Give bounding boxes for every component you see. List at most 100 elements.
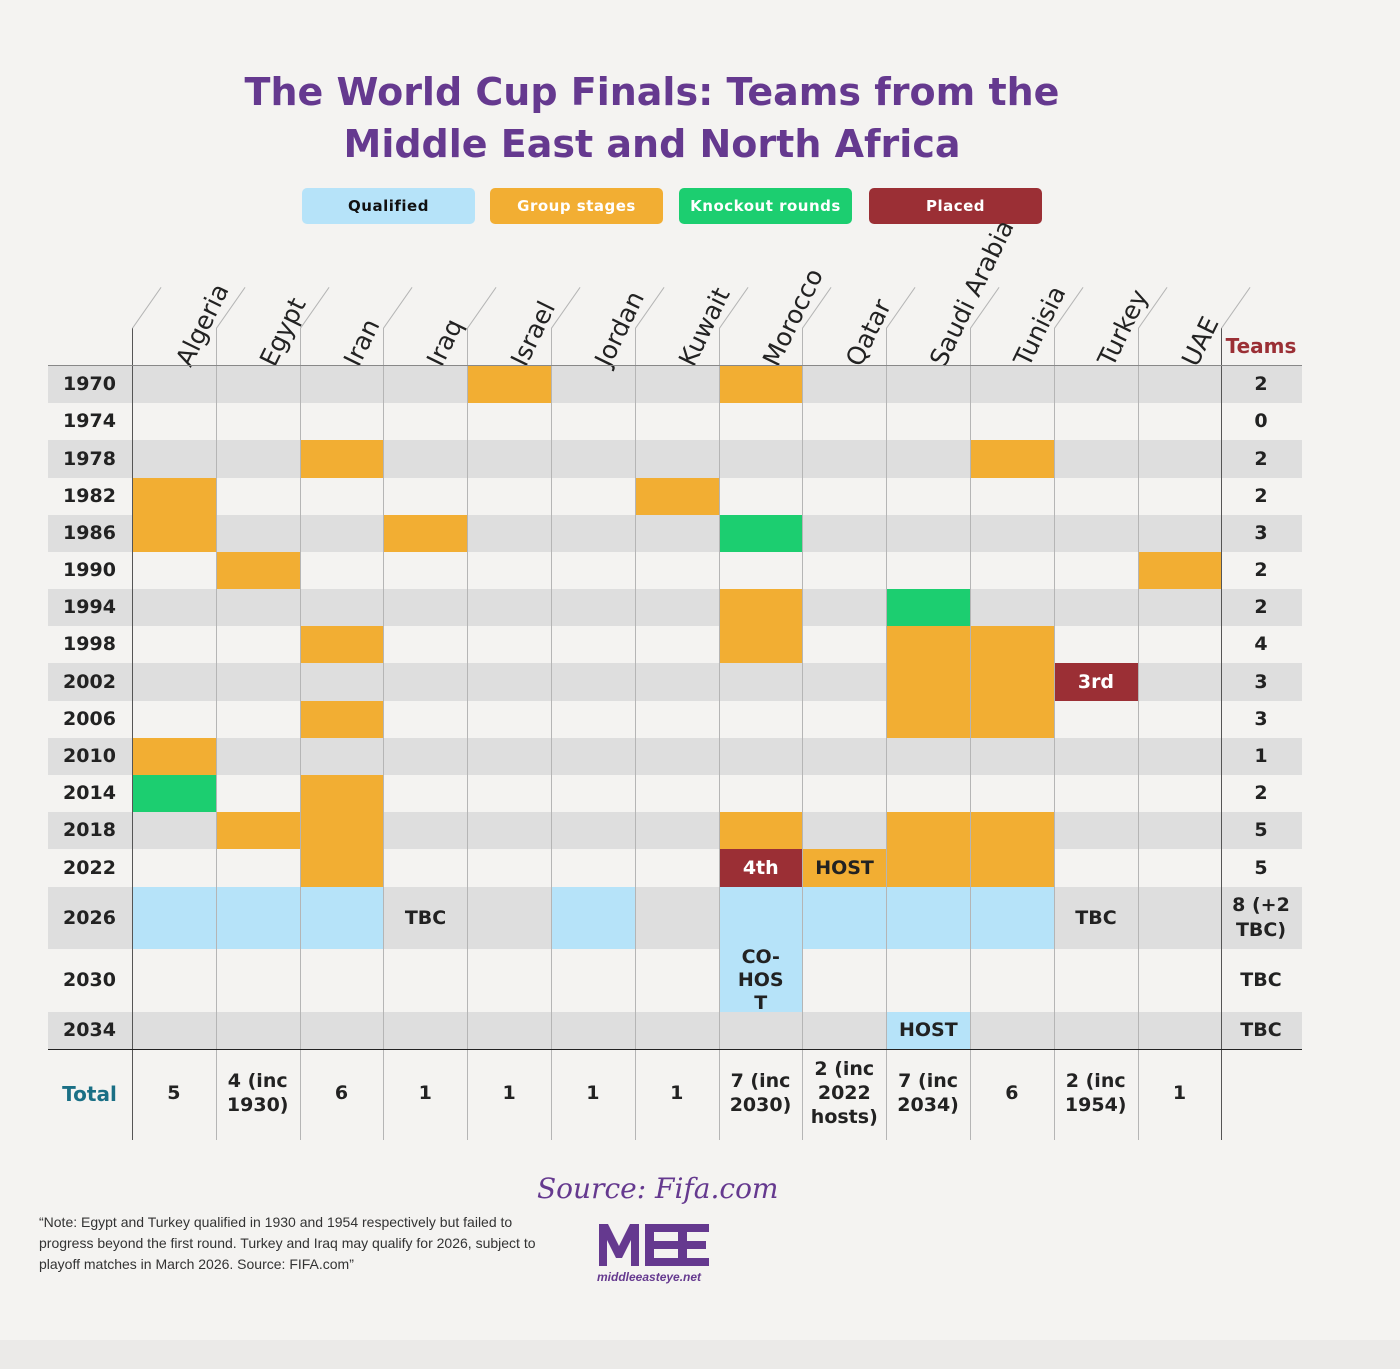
teams-count-2018: 5 <box>1254 819 1268 842</box>
year-label-1978: 1978 <box>63 448 116 470</box>
row-band-2034 <box>48 1012 1302 1049</box>
teams-count-2014: 2 <box>1254 782 1268 805</box>
cell-2030-morocco: CO-HOST <box>718 946 803 1014</box>
cell-2018-iran <box>299 812 384 849</box>
cell-2026-morocco <box>718 887 803 949</box>
teams-count-1974: 0 <box>1254 410 1268 433</box>
teams-count-2034: TBC <box>1240 1019 1282 1042</box>
total-jordan: 1 <box>586 1082 600 1105</box>
title-line-1: The World Cup Finals: Teams from the <box>244 70 1060 114</box>
column-divider <box>300 328 301 1140</box>
column-divider <box>383 328 384 1140</box>
row-band-2006 <box>48 701 1302 738</box>
row-band-1978 <box>48 440 1302 478</box>
column-header-algeria: Algeria <box>170 279 235 371</box>
title-line-2: Middle East and North Africa <box>343 122 961 166</box>
footnote: “Note: Egypt and Turkey qualified in 193… <box>39 1214 536 1272</box>
teams-count-1986: 3 <box>1254 522 1268 545</box>
row-band-2010 <box>48 738 1302 775</box>
total-algeria: 5 <box>167 1082 181 1105</box>
row-band-1986 <box>48 515 1302 552</box>
year-label-2022: 2022 <box>63 857 116 879</box>
row-band-2030 <box>48 949 1302 1012</box>
cell-2026-saudi-arabia <box>886 887 971 949</box>
cell-2002-saudi-arabia <box>886 663 971 701</box>
column-header-qatar: Qatar <box>840 294 897 371</box>
cell-2026-jordan <box>551 887 636 949</box>
year-label-1982: 1982 <box>63 485 116 507</box>
cell-2010-algeria <box>132 738 217 775</box>
year-label-2006: 2006 <box>63 708 116 730</box>
cell-2022-saudi-arabia <box>886 849 971 887</box>
cell-1994-saudi-arabia <box>886 589 971 626</box>
cell-2014-iran <box>299 775 384 812</box>
year-label-2002: 2002 <box>63 671 116 693</box>
teams-header: Teams <box>1225 334 1297 358</box>
cell-2002-tunisia <box>970 663 1055 701</box>
column-header-morocco: Morocco <box>757 263 829 371</box>
cell-2018-saudi-arabia <box>886 812 971 849</box>
year-label-2018: 2018 <box>63 819 116 841</box>
cell-2022-morocco: 4th <box>718 849 803 887</box>
cell-1990-uae <box>1137 552 1222 589</box>
teams-count-1994: 2 <box>1254 596 1268 619</box>
total-morocco: 7 (inc 2030) <box>729 1070 792 1116</box>
teams-count-1998: 4 <box>1254 633 1268 656</box>
total-uae: 1 <box>1172 1082 1187 1105</box>
header-divider <box>383 287 413 329</box>
total-kuwait: 1 <box>670 1082 684 1105</box>
cell-1986-algeria <box>132 515 217 552</box>
legend-knockout-rounds: Knockout rounds <box>679 188 852 224</box>
total-egypt: 4 (inc 1930) <box>226 1070 289 1116</box>
teams-count-2002: 3 <box>1254 670 1268 693</box>
year-label-2034: 2034 <box>63 1019 116 1041</box>
cell-1982-kuwait <box>634 478 720 515</box>
cell-1970-israel <box>467 366 552 403</box>
teams-count-2010: 1 <box>1254 745 1268 768</box>
legend-group-stages: Group stages <box>490 188 663 224</box>
cell-2026-iran <box>299 887 384 949</box>
column-divider <box>635 328 636 1140</box>
column-divider <box>551 328 552 1140</box>
row-band-2014 <box>48 775 1302 812</box>
teams-count-2026: 8 (+2 TBC) <box>1232 894 1290 941</box>
row-band-1998 <box>48 626 1302 663</box>
chart-title: The World Cup Finals: Teams from the Mid… <box>0 66 1304 170</box>
cell-2002-turkey: 3rd <box>1053 663 1139 701</box>
year-label-2014: 2014 <box>63 782 116 804</box>
year-label-1974: 1974 <box>63 410 116 432</box>
year-label-1970: 1970 <box>63 373 116 395</box>
row-band-1970 <box>48 366 1302 403</box>
cell-2026-egypt <box>215 887 301 949</box>
logo-website: middleeasteye.net <box>597 1270 702 1284</box>
cell-1998-saudi-arabia <box>886 626 971 663</box>
cell-2006-saudi-arabia <box>886 701 971 738</box>
column-divider <box>132 328 133 1140</box>
total-iraq: 1 <box>418 1082 432 1105</box>
legend-placed: Placed <box>869 188 1042 224</box>
column-header-jordan: Jordan <box>589 286 650 371</box>
cell-2022-iran <box>299 849 384 887</box>
cell-2006-tunisia <box>970 701 1055 738</box>
year-label-1986: 1986 <box>63 522 116 544</box>
cell-2034-saudi-arabia: HOST <box>886 1012 971 1049</box>
total-qatar: 2 (inc 2022 hosts) <box>810 1058 878 1128</box>
cell-1986-morocco <box>718 515 803 552</box>
legend-qualified: Qualified <box>302 188 475 224</box>
cell-2006-iran <box>299 701 384 738</box>
year-label-1998: 1998 <box>63 633 116 655</box>
cell-2018-tunisia <box>970 812 1055 849</box>
column-divider <box>216 328 217 1140</box>
column-header-saudi-arabia: Saudi Arabia <box>924 215 1020 371</box>
cell-2022-qatar: HOST <box>802 849 887 887</box>
column-divider <box>467 328 468 1140</box>
teams-count-1982: 2 <box>1254 485 1268 508</box>
teams-count-1978: 2 <box>1254 447 1268 470</box>
year-label-2026: 2026 <box>63 907 116 929</box>
header-divider <box>132 287 162 329</box>
cell-1998-morocco <box>718 626 803 663</box>
total-iran: 6 <box>334 1082 349 1105</box>
cell-2026-iraq: TBC <box>404 906 447 929</box>
column-divider <box>1138 328 1139 1140</box>
cell-1978-tunisia <box>970 440 1055 478</box>
